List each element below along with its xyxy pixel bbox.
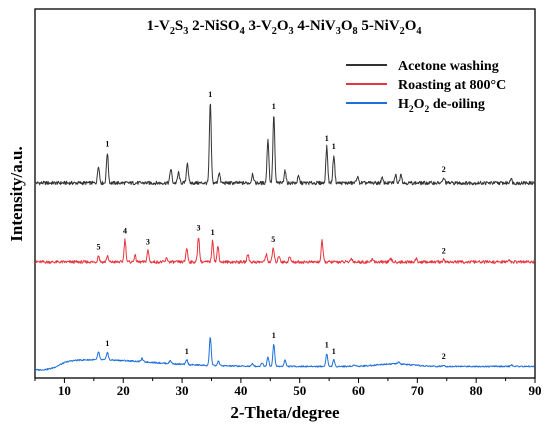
chart-title: 1-V2S3 2-NiSO4 3-V2O3 4-NiV3O8 5-NiV2O4 <box>146 18 421 37</box>
x-tick-label: 30 <box>176 383 189 398</box>
text-run: 4-NiV <box>294 18 336 34</box>
legend-label-roasting: Roasting at 800°C <box>398 78 506 93</box>
subscript-text: 3 <box>183 26 188 37</box>
peak-label: 1 <box>332 142 336 151</box>
series-acetone <box>34 103 536 186</box>
series-roasting <box>34 237 535 264</box>
x-tick-label: 90 <box>529 383 542 398</box>
legend-label-acetone: Acetone washing <box>398 59 499 74</box>
text-run: 3-V <box>245 18 272 34</box>
series-line-roasting <box>34 237 535 264</box>
peak-label: 1 <box>272 102 276 111</box>
series-h2o2 <box>34 337 536 371</box>
text-run: 5-NiV <box>358 18 400 34</box>
peak-label: 1 <box>211 228 215 237</box>
peak-label: 2 <box>442 352 446 361</box>
peak-label: 5 <box>97 243 101 252</box>
peak-label: 1 <box>185 347 189 356</box>
subscript-text: 3 <box>289 26 294 37</box>
x-tick-label: 70 <box>411 383 424 398</box>
subscript-text: 2 <box>409 105 414 115</box>
peak-label: 1 <box>105 140 109 149</box>
text-run: de-oiling <box>429 97 485 112</box>
subscript-text: 2 <box>272 26 277 37</box>
x-tick-label: 20 <box>117 383 130 398</box>
text-run: H <box>398 97 409 112</box>
x-tick-label: 60 <box>352 383 365 398</box>
x-axis-label: 2-Theta/degree <box>230 403 340 422</box>
subscript-text: 2 <box>170 26 175 37</box>
subscript-text: 4 <box>416 26 421 37</box>
x-tick-label: 40 <box>234 383 247 398</box>
text-run: O <box>277 18 289 34</box>
series-line-acetone <box>34 103 536 186</box>
peak-label: 3 <box>197 223 201 232</box>
text-run: 2-NiSO <box>188 18 239 34</box>
subscript-text: 2 <box>400 26 405 37</box>
text-run: O <box>414 97 425 112</box>
text-run: O <box>405 18 417 34</box>
x-tick-label: 50 <box>293 383 306 398</box>
series-line-h2o2 <box>34 337 536 371</box>
peak-label: 5 <box>271 235 275 244</box>
subscript-text: 4 <box>240 26 245 37</box>
subscript-text: 3 <box>336 26 341 37</box>
text-run: Acetone washing <box>398 59 499 74</box>
text-run: Roasting at 800°C <box>398 78 506 93</box>
text-run: 1-V <box>146 18 169 34</box>
subscript-text: 2 <box>425 105 430 115</box>
x-tick-label: 80 <box>470 383 483 398</box>
peak-label: 1 <box>105 339 109 348</box>
subscript-text: 8 <box>352 26 357 37</box>
plot-frame <box>34 8 536 379</box>
peak-label: 1 <box>272 331 276 340</box>
peak-label: 1 <box>325 134 329 143</box>
x-axis: 10 20 30 40 50 60 70 80 90 <box>34 378 542 398</box>
x-tick-label: 10 <box>58 383 71 398</box>
peak-label: 4 <box>123 227 127 236</box>
peak-label: 2 <box>442 165 446 174</box>
peak-label: 3 <box>146 238 150 247</box>
peak-label: 2 <box>442 246 446 255</box>
y-axis-label: Intensity/a.u. <box>7 146 26 241</box>
peak-label: 1 <box>208 90 212 99</box>
text-run: S <box>175 18 183 34</box>
legend-label-h2o2: H2O2 de-oiling <box>398 97 485 115</box>
peak-label: 1 <box>332 347 336 356</box>
peak-label: 1 <box>325 341 329 350</box>
text-run: O <box>341 18 353 34</box>
series-layer <box>34 103 536 371</box>
